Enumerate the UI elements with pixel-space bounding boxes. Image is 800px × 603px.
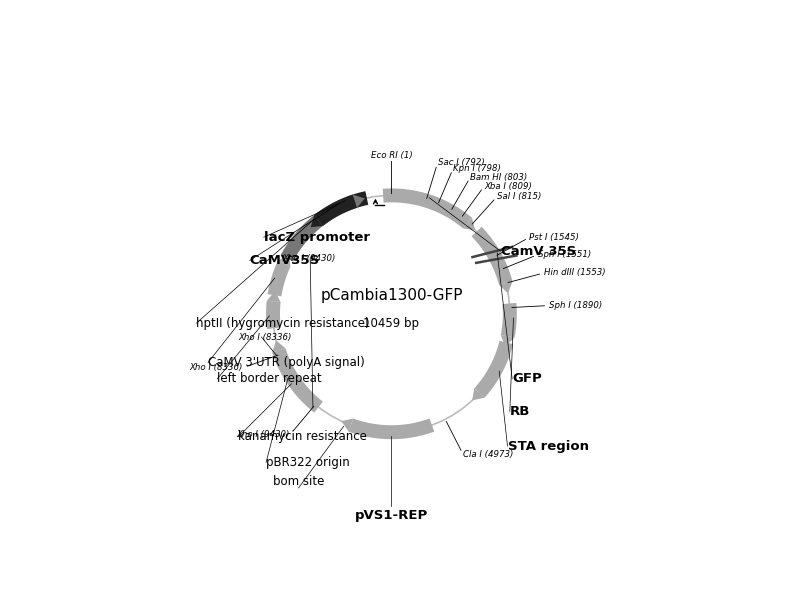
Polygon shape <box>281 195 357 262</box>
Text: left border repeat: left border repeat <box>218 372 322 385</box>
Text: pVS1-REP: pVS1-REP <box>355 509 428 522</box>
Polygon shape <box>268 261 290 296</box>
Text: pCambia1300-GFP: pCambia1300-GFP <box>320 288 462 303</box>
Text: lacZ promoter: lacZ promoter <box>264 231 370 244</box>
Text: Xba I (809): Xba I (809) <box>484 182 532 191</box>
Polygon shape <box>314 191 368 226</box>
Text: 10459 bp: 10459 bp <box>363 317 419 330</box>
Polygon shape <box>266 291 281 302</box>
Polygon shape <box>353 195 365 208</box>
Text: Eco RI (1): Eco RI (1) <box>370 151 412 160</box>
Polygon shape <box>266 301 281 329</box>
Polygon shape <box>342 418 354 432</box>
Polygon shape <box>272 349 323 412</box>
Text: Xho I (9430): Xho I (9430) <box>282 254 336 262</box>
Text: Sph I (1890): Sph I (1890) <box>549 301 602 310</box>
Text: Bam HI (803): Bam HI (803) <box>470 172 528 182</box>
Text: bom site: bom site <box>273 475 324 488</box>
Polygon shape <box>278 254 290 267</box>
Text: Xho I (9430): Xho I (9430) <box>237 430 290 439</box>
Text: Hin dIII (1553): Hin dIII (1553) <box>544 268 606 277</box>
Text: RB: RB <box>510 405 530 418</box>
Text: kanamycin resistance: kanamycin resistance <box>238 431 367 443</box>
Polygon shape <box>501 303 517 338</box>
Polygon shape <box>349 418 434 439</box>
Polygon shape <box>472 388 485 400</box>
Polygon shape <box>382 189 472 229</box>
Polygon shape <box>499 282 513 293</box>
Text: STA region: STA region <box>507 440 589 453</box>
Text: Sac I (792): Sac I (792) <box>438 159 484 168</box>
Polygon shape <box>471 227 513 285</box>
Text: Cla I (4973): Cla I (4973) <box>463 450 514 459</box>
Text: Xho I (8336): Xho I (8336) <box>190 363 243 372</box>
Polygon shape <box>310 215 323 227</box>
Text: pBR322 origin: pBR322 origin <box>266 456 350 469</box>
Text: hptII (hygromycin resistance): hptII (hygromycin resistance) <box>197 317 370 330</box>
Text: CaMV 3'UTR (polyA signal): CaMV 3'UTR (polyA signal) <box>208 356 365 369</box>
Text: CaMV35S: CaMV35S <box>250 254 320 267</box>
Polygon shape <box>474 341 513 398</box>
Text: Xho I (8336): Xho I (8336) <box>238 332 291 341</box>
Text: CamV 35S: CamV 35S <box>501 245 576 257</box>
Text: Sal I (815): Sal I (815) <box>497 192 542 201</box>
Polygon shape <box>463 218 475 230</box>
Polygon shape <box>272 341 286 353</box>
Polygon shape <box>501 335 514 347</box>
Text: GFP: GFP <box>512 372 542 385</box>
Text: Pst I (1545): Pst I (1545) <box>530 233 579 242</box>
Text: Sph I (1551): Sph I (1551) <box>538 250 591 259</box>
Text: Kpn I (798): Kpn I (798) <box>453 164 501 173</box>
